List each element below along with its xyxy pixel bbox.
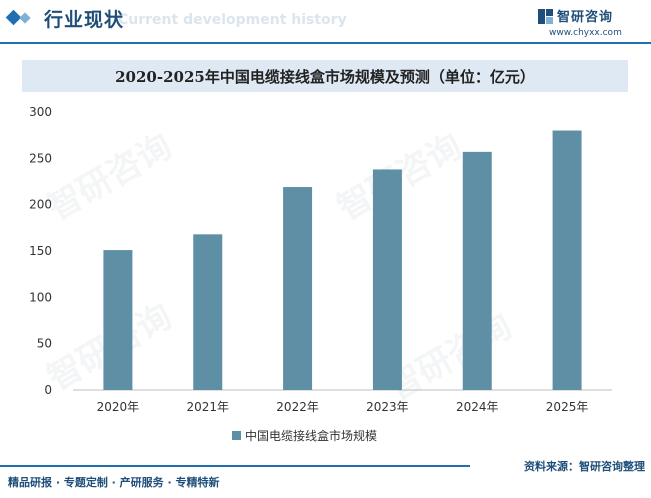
legend-label: 中国电缆接线盒市场规模: [245, 428, 377, 443]
logo-url: www.chyxx.com: [549, 28, 622, 38]
footer-divider: [0, 465, 470, 467]
x-tick-label: 2021年: [186, 400, 229, 414]
x-tick-label: 2020年: [97, 400, 140, 414]
y-tick-label: 200: [29, 198, 52, 212]
page-header: Current development history 行业现状 智研咨询 ww…: [0, 0, 651, 48]
footer-tagline: 精品研报 · 专题定制 · 产研服务 · 专精特新: [8, 476, 220, 489]
y-tick-label: 300: [29, 105, 52, 119]
x-tick-label: 2025年: [546, 400, 589, 414]
legend-swatch: [232, 431, 241, 440]
logo-name: 智研咨询: [557, 10, 614, 25]
bar: [193, 234, 223, 390]
brand-logo: 智研咨询 www.chyxx.com: [537, 6, 637, 42]
y-tick-label: 250: [29, 151, 52, 165]
header-diamond-small-icon: [19, 12, 31, 24]
x-tick-label: 2023年: [366, 400, 409, 414]
y-tick-label: 100: [29, 290, 52, 304]
y-tick-label: 150: [29, 244, 52, 258]
bar: [462, 151, 492, 390]
bar: [372, 169, 402, 390]
header-divider: [0, 42, 651, 44]
header-subtitle: Current development history: [118, 12, 347, 28]
y-tick-label: 50: [37, 337, 52, 351]
bar: [552, 130, 582, 390]
x-tick-label: 2024年: [456, 400, 499, 414]
chart-title: 2020-2025年中国电缆接线盒市场规模及预测（单位：亿元）: [115, 68, 535, 86]
x-tick-label: 2022年: [276, 400, 319, 414]
bar: [103, 250, 133, 390]
bar-chart: 0 50 100 150 200 250 300 2020年 2021年 2022年 2023年 20…: [29, 105, 612, 443]
data-source: 资料来源：智研咨询整理: [524, 460, 645, 473]
logo-icon: [538, 9, 553, 24]
page-title: 行业现状: [44, 9, 125, 31]
chart-title-box: 2020-2025年中国电缆接线盒市场规模及预测（单位：亿元）: [22, 60, 628, 92]
y-tick-label: 0: [44, 383, 52, 397]
bar: [283, 187, 313, 390]
